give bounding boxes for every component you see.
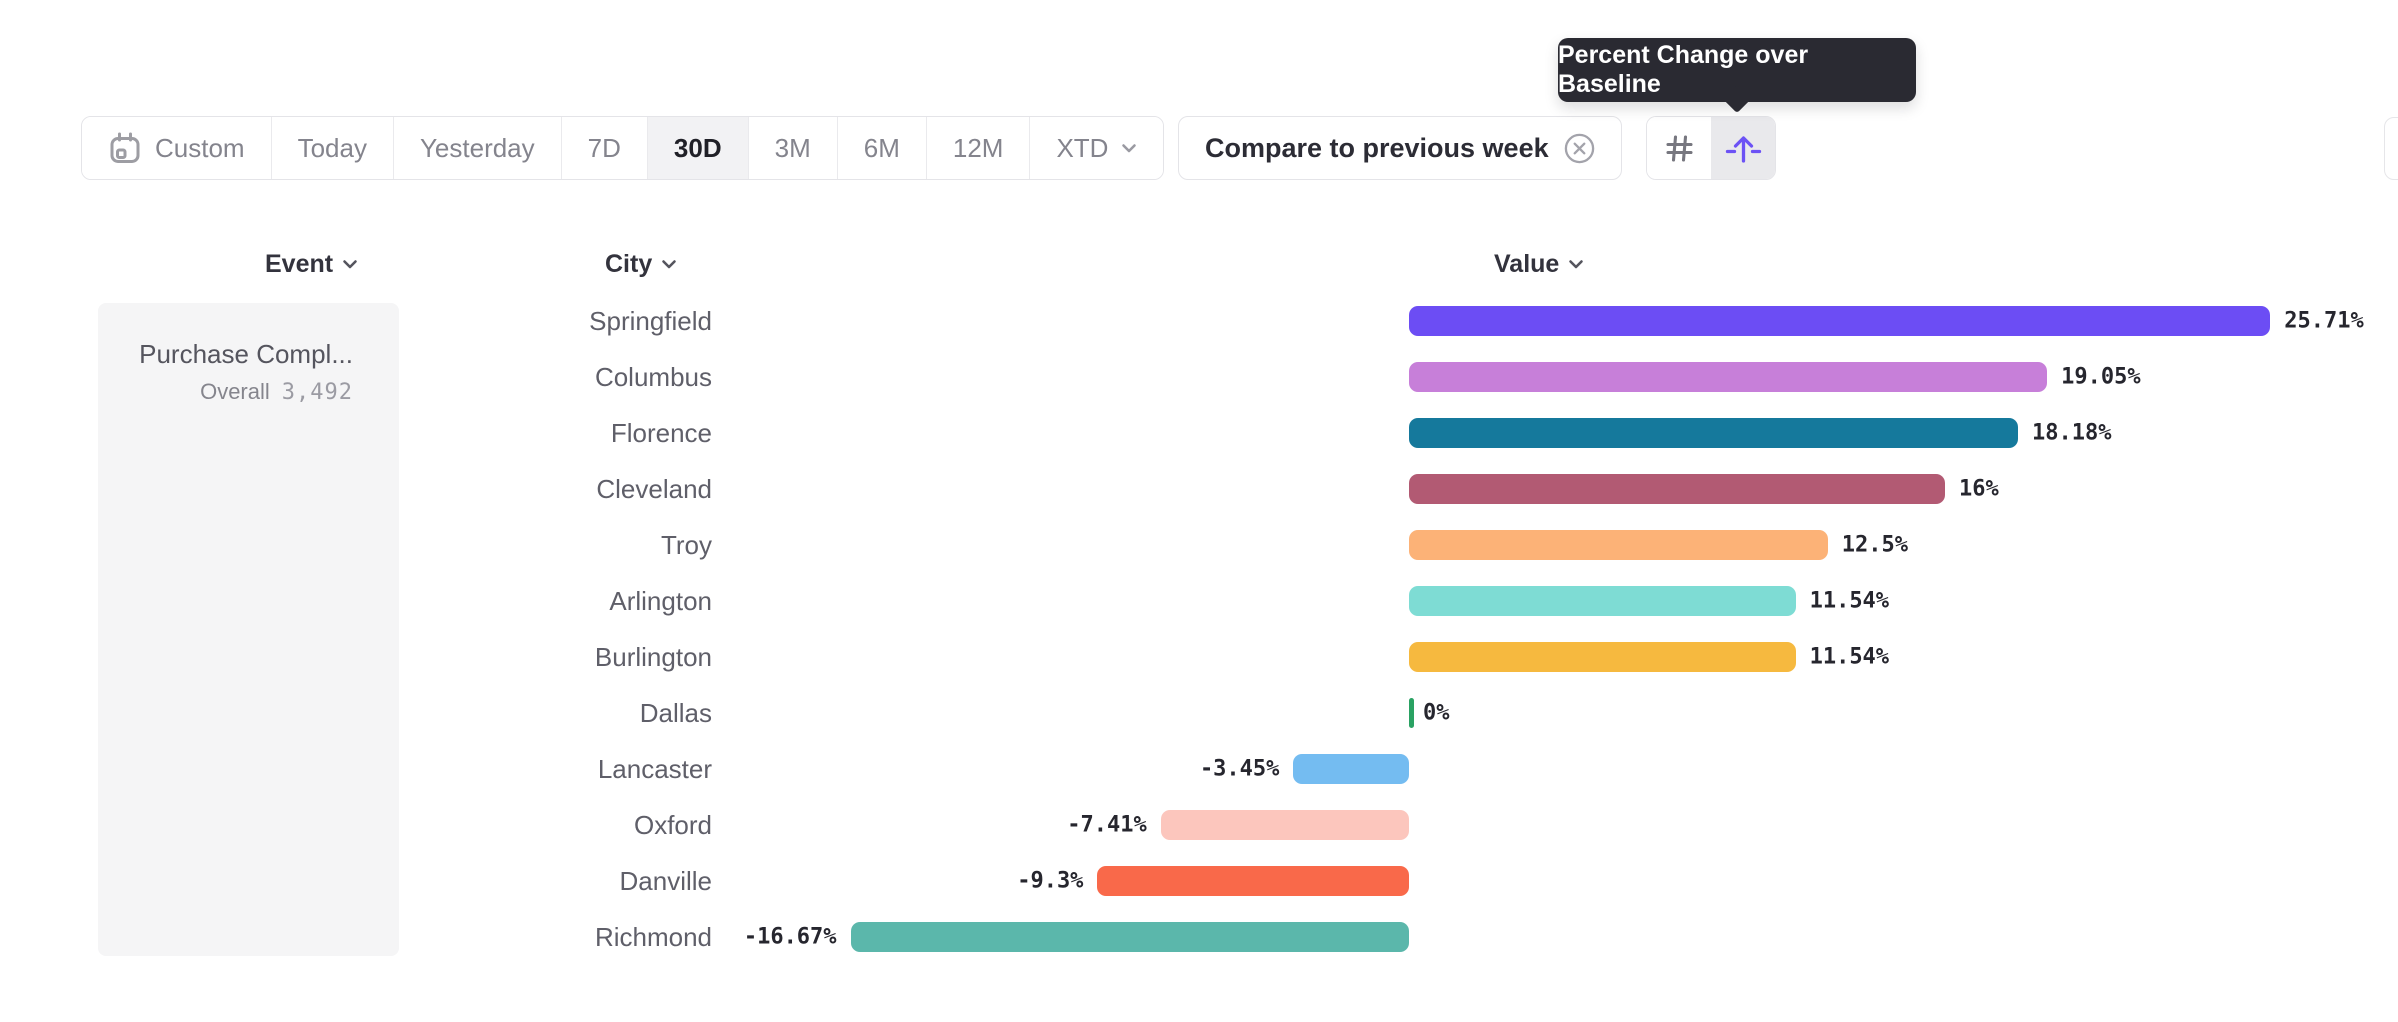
overall-label: Overall [200, 379, 270, 404]
range-label: Today [297, 132, 367, 163]
range-xtd-button[interactable]: XTD [1030, 117, 1164, 179]
chart-row-danville: Danville -9.3% [0, 853, 2398, 909]
date-range-toolbar: Custom Today Yesterday 7D 30D 3M 6M 12M XTD [81, 116, 1165, 180]
city-label: Springfield [589, 305, 712, 336]
chart-row-richmond: Richmond -16.67% [0, 909, 2398, 965]
overall-value: 3,492 [281, 380, 353, 405]
chart-row-dallas: Dallas 0% [0, 685, 2398, 741]
column-header-event[interactable]: Event [265, 248, 358, 280]
range-label: 3M [774, 132, 811, 163]
chart-row-burlington: Burlington 11.54% [0, 629, 2398, 685]
value-bar[interactable] [1409, 418, 2019, 448]
city-label: Oxford [633, 809, 712, 840]
range-label: Custom [155, 132, 245, 163]
chart-row-lancaster: Lancaster -3.45% [0, 741, 2398, 797]
city-label: Burlington [594, 641, 712, 672]
chart-row-oxford: Oxford -7.41% [0, 797, 2398, 853]
chart-row-troy: Troy 12.5% [0, 517, 2398, 573]
city-label: Columbus [594, 361, 712, 392]
column-header-value[interactable]: Value [1494, 248, 1584, 280]
value-label: -9.3% [1017, 868, 1084, 894]
value-bar[interactable] [1160, 810, 1409, 840]
event-card[interactable]: Purchase Compl... Overall 3,492 [98, 303, 399, 956]
value-label: 18.18% [2032, 420, 2112, 446]
city-label: Lancaster [597, 753, 712, 784]
event-name: Purchase Compl... [139, 339, 353, 369]
chart-row-cleveland: Cleveland 16% [0, 461, 2398, 517]
compare-label: Compare to previous week [1205, 132, 1549, 163]
grid-values-button[interactable] [1647, 117, 1711, 179]
range-6m-button[interactable]: 6M [837, 117, 927, 179]
city-label: Richmond [594, 921, 712, 952]
value-label: 16% [1959, 476, 1999, 502]
range-7d-button[interactable]: 7D [561, 117, 648, 179]
city-label: Arlington [609, 585, 712, 616]
value-label: 12.5% [1841, 532, 1908, 558]
compare-button[interactable]: Compare to previous week [1178, 116, 1622, 180]
value-label: 11.54% [1809, 588, 1890, 614]
range-label: 6M [863, 132, 900, 163]
value-bar[interactable] [1409, 306, 2271, 336]
value-bar[interactable] [1409, 586, 1796, 616]
baseline-arrow-icon [1725, 130, 1762, 167]
cut-off-toolbar-button[interactable] [2384, 117, 2398, 180]
value-bar[interactable] [1409, 642, 1796, 672]
range-3m-button[interactable]: 3M [748, 117, 838, 179]
city-label: Dallas [639, 697, 712, 728]
chevron-down-icon [1568, 259, 1584, 269]
range-label: 30D [673, 132, 722, 163]
chevron-down-icon [1121, 143, 1137, 153]
percent-change-baseline-button[interactable] [1711, 117, 1775, 179]
value-bar[interactable] [1409, 698, 1414, 728]
value-bar[interactable] [1097, 866, 1409, 896]
range-label: 12M [952, 132, 1004, 163]
tooltip-percent-change: Percent Change over Baseline [1558, 38, 1916, 102]
value-bar[interactable] [1409, 362, 2048, 392]
city-label: Cleveland [596, 473, 712, 504]
range-30d-button[interactable]: 30D [647, 117, 749, 179]
range-label: 7D [587, 132, 621, 163]
hash-icon [1664, 133, 1695, 164]
value-label: 25.71% [2284, 308, 2364, 334]
range-label: Yesterday [419, 132, 535, 163]
value-label: -7.41% [1067, 812, 1147, 838]
chart-row-arlington: Arlington 11.54% [0, 573, 2398, 629]
value-bar[interactable] [850, 922, 1409, 952]
value-bar[interactable] [1293, 754, 1409, 784]
city-label: Danville [619, 865, 713, 896]
remove-comparison-icon[interactable] [1564, 133, 1595, 164]
display-mode-toggle [1646, 116, 1776, 180]
range-custom-button[interactable]: Custom [82, 117, 272, 179]
tooltip-text: Percent Change over Baseline [1558, 41, 1809, 98]
value-label: 0% [1423, 700, 1450, 726]
event-overall: Overall 3,492 [118, 379, 353, 405]
column-header-city[interactable]: City [605, 248, 677, 280]
range-today-button[interactable]: Today [271, 117, 394, 179]
value-label: -3.45% [1199, 756, 1280, 782]
value-bar[interactable] [1409, 530, 1828, 560]
range-12m-button[interactable]: 12M [926, 117, 1031, 179]
chart-row-springfield: Springfield 25.71% [0, 293, 2398, 349]
city-label: Florence [610, 417, 712, 448]
city-label: Troy [660, 529, 712, 560]
calendar-icon [108, 131, 142, 165]
chart-row-columbus: Columbus 19.05% [0, 349, 2398, 405]
chart-row-florence: Florence 18.18% [0, 405, 2398, 461]
value-label: 11.54% [1809, 644, 1890, 670]
range-yesterday-button[interactable]: Yesterday [393, 117, 562, 179]
range-label: XTD [1056, 132, 1109, 163]
chevron-down-icon [661, 259, 677, 269]
value-label: 19.05% [2061, 364, 2141, 390]
value-bar[interactable] [1409, 474, 1945, 504]
chevron-down-icon [342, 259, 358, 269]
value-label: -16.67% [743, 924, 837, 950]
